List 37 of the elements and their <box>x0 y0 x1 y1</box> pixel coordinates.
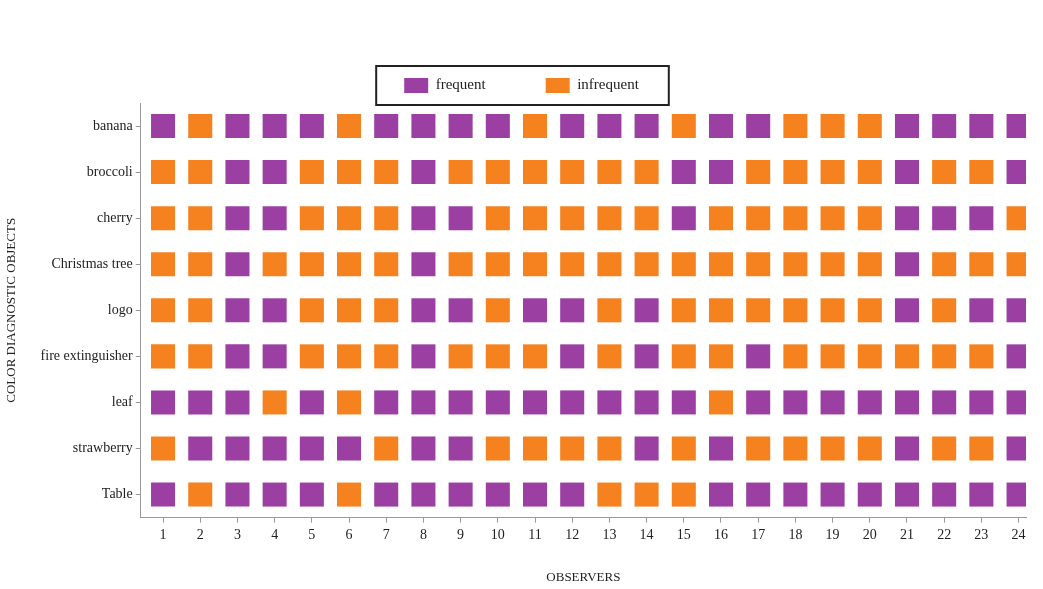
x-tick-label: 21 <box>899 526 914 542</box>
x-tick-label: 18 <box>788 526 803 542</box>
x-tick-label: 7 <box>382 526 390 542</box>
y-tick-label: leaf <box>111 394 134 410</box>
x-tick-label: 20 <box>862 526 877 542</box>
x-tick-label: 6 <box>345 526 353 542</box>
x-tick-label: 13 <box>602 526 617 542</box>
x-tick-label: 14 <box>639 526 654 542</box>
x-tick-label: 15 <box>676 526 691 542</box>
x-tick-label: 9 <box>457 526 465 542</box>
legend-label: infrequent <box>577 76 640 93</box>
x-tick-label: 24 <box>1011 526 1026 542</box>
y-tick-label: fire extinguisher <box>40 348 134 364</box>
x-tick-label: 1 <box>159 526 167 542</box>
y-axis-title: COLOR DIAGNOSTIC OBJECTS <box>3 217 19 403</box>
y-tick-label: Table <box>101 486 133 502</box>
x-tick-label: 12 <box>565 526 580 542</box>
y-tick-label: logo <box>107 301 133 317</box>
y-tick-label: banana <box>93 117 134 133</box>
y-tick-label: cherry <box>96 209 133 225</box>
x-tick-label: 16 <box>713 526 728 542</box>
x-tick-label: 17 <box>751 526 766 542</box>
x-tick-label: 19 <box>825 526 840 542</box>
x-axis-title: OBSERVERS <box>546 568 621 584</box>
x-tick-label: 2 <box>196 526 204 542</box>
x-tick-label: 22 <box>937 526 952 542</box>
x-tick-label: 10 <box>490 526 505 542</box>
x-tick-label: 11 <box>528 526 542 542</box>
x-tick-label: 8 <box>419 526 427 542</box>
x-tick-label: 5 <box>308 526 316 542</box>
y-tick-label: Christmas tree <box>51 255 133 271</box>
x-tick-label: 23 <box>974 526 989 542</box>
x-tick-label: 4 <box>271 526 279 542</box>
legend-label: frequent <box>435 76 487 93</box>
y-tick-label: strawberry <box>72 440 133 456</box>
x-tick-label: 3 <box>233 526 241 542</box>
y-tick-label: broccoli <box>86 163 133 179</box>
